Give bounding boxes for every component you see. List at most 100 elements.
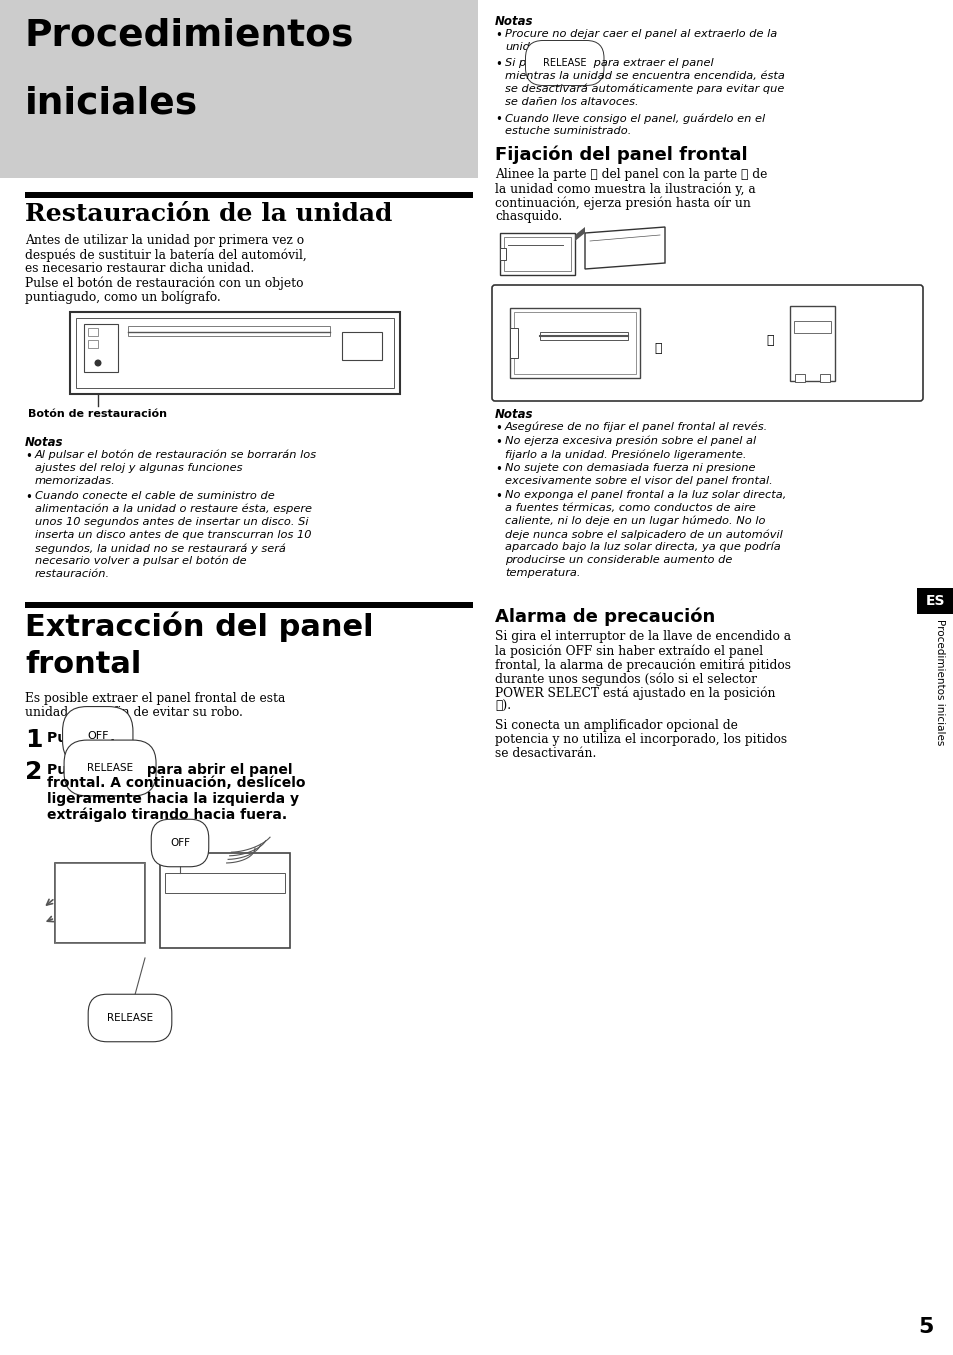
Text: Botón de restauración: Botón de restauración [29, 409, 168, 419]
Bar [55, 863, 145, 943]
Text: inserta un disco antes de que transcurran los 10: inserta un disco antes de que transcurra… [35, 530, 312, 541]
Text: Procure no dejar caer el panel al extraerlo de la: Procure no dejar caer el panel al extrae… [504, 28, 777, 39]
Text: aparcado bajo la luz solar directa, ya que podría: aparcado bajo la luz solar directa, ya q… [504, 542, 780, 553]
Text: ajustes del reloj y algunas funciones: ajustes del reloj y algunas funciones [35, 463, 242, 473]
Text: •: • [495, 436, 501, 449]
Text: caliente, ni lo deje en un lugar húmedo. No lo: caliente, ni lo deje en un lugar húmedo.… [504, 516, 764, 527]
Text: •: • [495, 28, 501, 42]
Text: Notas: Notas [25, 436, 64, 449]
Text: Si gira el interruptor de la llave de encendido a: Si gira el interruptor de la llave de en… [495, 630, 790, 644]
Text: después de sustituir la batería del automóvil,: después de sustituir la batería del auto… [25, 248, 307, 262]
Bar [128, 327, 330, 336]
Text: Cuando conecte el cable de suministro de: Cuando conecte el cable de suministro de [35, 491, 274, 501]
Text: segundos, la unidad no se restaurará y será: segundos, la unidad no se restaurará y s… [35, 543, 286, 553]
Text: 5: 5 [918, 1317, 933, 1337]
Bar [160, 854, 290, 948]
Bar [789, 306, 834, 381]
Text: Si conecta un amplificador opcional de: Si conecta un amplificador opcional de [495, 720, 737, 732]
Text: Asegúrese de no fijar el panel frontal al revés.: Asegúrese de no fijar el panel frontal a… [504, 421, 767, 432]
Text: puntiagudo, como un bolígrafo.: puntiagudo, como un bolígrafo. [25, 290, 220, 304]
Text: la unidad como muestra la ilustración y, a: la unidad como muestra la ilustración y,… [495, 182, 755, 195]
Text: producirse un considerable aumento de: producirse un considerable aumento de [504, 556, 732, 565]
Text: unidad.: unidad. [504, 42, 547, 51]
Text: frontal. A continuación, deslícelo: frontal. A continuación, deslícelo [47, 776, 305, 790]
Text: RELEASE: RELEASE [542, 58, 586, 68]
Text: continuación, ejerza presión hasta oír un: continuación, ejerza presión hasta oír u… [495, 196, 750, 210]
Text: Fijación del panel frontal: Fijación del panel frontal [495, 146, 747, 164]
Text: Cuando lleve consigo el panel, guárdelo en el: Cuando lleve consigo el panel, guárdelo … [504, 112, 764, 123]
Bar [25, 192, 473, 198]
Text: Alarma de precaución: Alarma de precaución [495, 608, 715, 626]
Polygon shape [575, 228, 584, 241]
Text: Pulse: Pulse [47, 763, 94, 776]
Bar [820, 374, 829, 382]
Text: alimentación a la unidad o restaure ésta, espere: alimentación a la unidad o restaure ésta… [35, 504, 312, 515]
Text: Notas: Notas [495, 408, 533, 421]
Text: 1: 1 [25, 728, 43, 752]
Text: la posición OFF sin haber extraído el panel: la posición OFF sin haber extraído el pa… [495, 644, 762, 657]
Text: Al pulsar el botón de restauración se borrarán los: Al pulsar el botón de restauración se bo… [35, 450, 316, 461]
Bar [793, 321, 830, 333]
Text: Es posible extraer el panel frontal de esta: Es posible extraer el panel frontal de e… [25, 692, 285, 705]
Bar [510, 308, 639, 378]
Text: Ⓐ).: Ⓐ). [495, 701, 511, 713]
Bar [510, 328, 517, 358]
Text: se desactivarán.: se desactivarán. [495, 747, 596, 760]
Text: Procedimientos: Procedimientos [25, 18, 354, 54]
Text: unos 10 segundos antes de insertar un disco. Si: unos 10 segundos antes de insertar un di… [35, 518, 308, 527]
Text: No sujete con demasiada fuerza ni presione: No sujete con demasiada fuerza ni presio… [504, 463, 755, 473]
Text: •: • [25, 450, 31, 463]
Bar [341, 332, 381, 360]
Text: Procedimientos iniciales: Procedimientos iniciales [935, 619, 944, 745]
Text: es necesario restaurar dicha unidad.: es necesario restaurar dicha unidad. [25, 262, 254, 275]
Text: Alinee la parte Ⓐ del panel con la parte Ⓑ de: Alinee la parte Ⓐ del panel con la parte… [495, 168, 766, 182]
Text: .: . [110, 730, 115, 745]
Text: OFF: OFF [87, 730, 109, 741]
Text: Restauración de la unidad: Restauración de la unidad [25, 202, 392, 226]
Text: •: • [495, 58, 501, 70]
Text: •: • [495, 491, 501, 503]
Text: •: • [495, 421, 501, 435]
Text: •: • [25, 491, 31, 504]
Bar [55, 863, 145, 943]
Text: unidad con el fin de evitar su robo.: unidad con el fin de evitar su robo. [25, 706, 243, 720]
Text: Pulse el botón de restauración con un objeto: Pulse el botón de restauración con un ob… [25, 276, 303, 290]
Bar [539, 332, 627, 340]
Text: a fuentes térmicas, como conductos de aire: a fuentes térmicas, como conductos de ai… [504, 503, 755, 514]
Text: deje nunca sobre el salpicadero de un automóvil: deje nunca sobre el salpicadero de un au… [504, 528, 781, 539]
Text: No ejerza excesiva presión sobre el panel al: No ejerza excesiva presión sobre el pane… [504, 436, 756, 447]
Text: mientras la unidad se encuentra encendida, ésta: mientras la unidad se encuentra encendid… [504, 70, 784, 81]
Bar [794, 374, 804, 382]
Bar [503, 237, 571, 271]
Text: Ⓐ: Ⓐ [765, 335, 773, 347]
Text: excesivamente sobre el visor del panel frontal.: excesivamente sobre el visor del panel f… [504, 476, 772, 486]
Text: memorizadas.: memorizadas. [35, 476, 115, 486]
Text: se dañen los altavoces.: se dañen los altavoces. [504, 98, 638, 107]
Text: potencia y no utiliza el incorporado, los pitidos: potencia y no utiliza el incorporado, lo… [495, 733, 786, 747]
Text: Ⓑ: Ⓑ [654, 341, 661, 355]
Text: estuche suministrado.: estuche suministrado. [504, 126, 631, 136]
Polygon shape [584, 228, 664, 270]
Text: ligeramente hacia la izquierda y: ligeramente hacia la izquierda y [47, 793, 298, 806]
Text: frontal: frontal [25, 650, 141, 679]
FancyBboxPatch shape [492, 285, 923, 401]
Bar [499, 233, 575, 275]
Text: •: • [495, 463, 501, 476]
Text: necesario volver a pulsar el botón de: necesario volver a pulsar el botón de [35, 556, 247, 566]
Bar [165, 873, 285, 893]
Text: fijarlo a la unidad. Presiónelo ligeramente.: fijarlo a la unidad. Presiónelo ligerame… [504, 449, 745, 459]
Text: Si pulsa: Si pulsa [504, 58, 553, 68]
Text: frontal, la alarma de precaución emitirá pitidos: frontal, la alarma de precaución emitirá… [495, 659, 790, 672]
Bar [88, 340, 98, 348]
Text: chasquido.: chasquido. [495, 210, 561, 224]
Text: Pulse: Pulse [47, 730, 94, 745]
Text: RELEASE: RELEASE [107, 1014, 152, 1023]
Bar [88, 328, 98, 336]
Bar [25, 602, 473, 608]
Bar [84, 324, 118, 373]
Text: ES: ES [924, 593, 944, 608]
Text: 2: 2 [25, 760, 42, 785]
Bar [514, 312, 636, 374]
Circle shape [95, 360, 101, 366]
Text: para abrir el panel: para abrir el panel [142, 763, 293, 776]
